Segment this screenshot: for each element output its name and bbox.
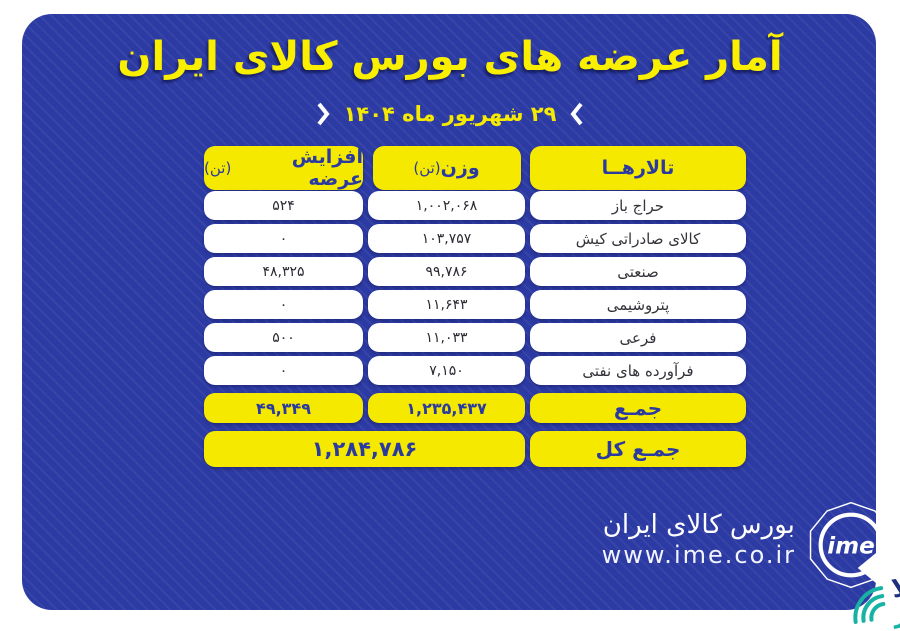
watermark-chevron-icon — [857, 539, 900, 600]
header-weight: وزن (تن) — [372, 146, 521, 190]
weight-value: ۱,۰۰۲,۰۶۸ — [368, 191, 525, 220]
hall-name: پتروشیمی — [530, 290, 746, 319]
increase-value: ۴۸,۳۲۵ — [204, 257, 363, 286]
date-text: ۲۹ شهریور ماه ۱۴۰۴ — [343, 102, 557, 126]
hall-name: صنعتی — [530, 257, 746, 286]
svg-text:ime: ime — [827, 533, 874, 559]
increase-value: ۰ — [204, 224, 363, 253]
table-row: کالای صادراتی کیش ۱۰۳,۷۵۷ ۰ — [204, 224, 746, 253]
hall-name: فرآورده های نفتی — [530, 356, 746, 385]
organization-name: بورس کالای ایران — [602, 510, 795, 540]
increase-value: ۵۰۰ — [204, 323, 363, 352]
header-halls: تالارهــا — [530, 146, 746, 190]
hall-name: کالای صادراتی کیش — [530, 224, 746, 253]
date-subtitle: ۲۹ شهریور ماه ۱۴۰۴ — [0, 102, 900, 126]
total-row: جمـع ۱,۲۳۵,۴۳۷ ۴۹,۳۴۹ — [204, 393, 746, 423]
header-increase: افزایش عرضه (تن) — [204, 146, 363, 190]
website-url: www.ime.co.ir — [601, 541, 796, 569]
hall-name: فرعی — [530, 323, 746, 352]
total-label: جمـع — [530, 393, 746, 423]
table-row: حراج باز ۱,۰۰۲,۰۶۸ ۵۲۴ — [204, 191, 746, 220]
statistics-table: تالارهــا وزن (تن) افزایش عرضه (تن) حراج ب… — [204, 146, 746, 467]
grand-total-value: ۱,۲۸۴,۷۸۶ — [204, 431, 525, 467]
hall-name: حراج باز — [530, 191, 746, 220]
weight-value: ۱۰۳,۷۵۷ — [368, 224, 525, 253]
footer-text: بورس کالای ایران www.ime.co.ir — [602, 509, 796, 569]
weight-value: ۱۱,۰۳۳ — [368, 323, 525, 352]
table-header-row: تالارهــا وزن (تن) افزایش عرضه (تن) — [204, 146, 746, 190]
table-row: صنعتی ۹۹,۷۸۶ ۴۸,۳۲۵ — [204, 257, 746, 286]
chevron-right-icon — [570, 102, 583, 126]
table-body: حراج باز ۱,۰۰۲,۰۶۸ ۵۲۴ کالای صادراتی کیش… — [204, 191, 746, 385]
increase-value: ۵۲۴ — [204, 191, 363, 220]
total-weight: ۱,۲۳۵,۴۳۷ — [368, 393, 525, 423]
table-row: پتروشیمی ۱۱,۶۴۳ ۰ — [204, 290, 746, 319]
page-title: آمار عرضه های بورس کالای ایران — [117, 34, 783, 80]
table-row: فرآورده های نفتی ۷,۱۵۰ ۰ — [204, 356, 746, 385]
increase-value: ۰ — [204, 356, 363, 385]
grand-total-row: جمـع کل ۱,۲۸۴,۷۸۶ — [204, 431, 746, 467]
grand-total-label: جمـع کل — [530, 431, 746, 467]
total-increase: ۴۹,۳۴۹ — [204, 393, 363, 423]
weight-value: ۱۱,۶۴۳ — [368, 290, 525, 319]
weight-value: ۹۹,۷۸۶ — [368, 257, 525, 286]
chevron-left-icon — [317, 102, 330, 126]
table-row: فرعی ۱۱,۰۳۳ ۵۰۰ — [204, 323, 746, 352]
increase-value: ۰ — [204, 290, 363, 319]
ime-logo-icon: ime — [805, 499, 897, 591]
signal-waves-icon — [820, 560, 888, 631]
weight-value: ۷,۱۵۰ — [368, 356, 525, 385]
